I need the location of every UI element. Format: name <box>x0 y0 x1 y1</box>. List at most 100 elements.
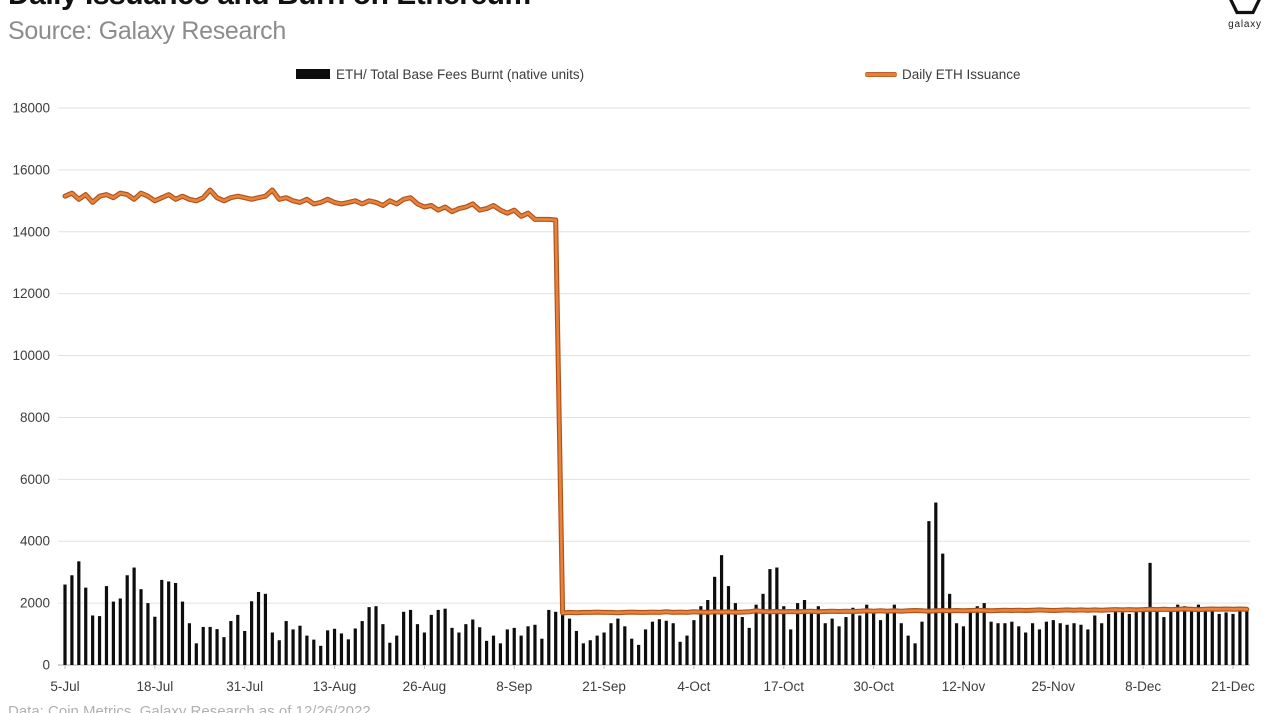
bar-burn <box>671 623 675 665</box>
bar-burn <box>1086 629 1090 665</box>
bar-burn <box>194 643 198 665</box>
legend-item-issuance: Daily ETH Issuance <box>865 66 1021 82</box>
bar-burn <box>865 604 869 665</box>
y-axis-tick-label: 6000 <box>20 472 50 487</box>
page-title: Daily Issuance and Burn on Ethereum <box>8 0 708 11</box>
bar-burn <box>346 639 350 665</box>
bar-burn <box>588 640 592 665</box>
x-axis-tick-label: 13-Aug <box>313 679 357 694</box>
bar-burn <box>892 604 896 665</box>
bar-burn <box>533 624 537 665</box>
bar-burn <box>63 584 67 665</box>
bar-burn <box>443 608 447 665</box>
bar-burn <box>360 621 364 665</box>
bar-burn <box>1024 632 1028 665</box>
bar-burn <box>1141 609 1145 665</box>
bar-burn <box>1113 610 1118 665</box>
bar-burn <box>236 614 240 665</box>
bar-burn <box>118 598 122 665</box>
bar-burn <box>1044 621 1048 665</box>
x-axis-tick-label: 25-Nov <box>1032 679 1076 694</box>
bar-burn <box>526 626 530 665</box>
bar-burn <box>554 611 558 665</box>
bar-burn <box>84 587 88 665</box>
bar-burn <box>1100 623 1104 665</box>
bar-burn <box>1162 617 1166 665</box>
bar-burn <box>222 637 226 665</box>
bar-burn <box>816 606 820 665</box>
x-axis-tick-label: 17-Oct <box>764 679 805 694</box>
bar-burn <box>1079 624 1083 665</box>
bar-burn <box>1176 604 1180 665</box>
bar-burn <box>167 581 171 665</box>
bar-burn <box>153 616 157 665</box>
page-title-text: Daily Issuance and Burn on Ethereum <box>8 0 708 10</box>
bar-burn <box>353 628 357 665</box>
bar-burn <box>989 621 993 665</box>
bar-burn <box>1217 613 1221 665</box>
bar-burn <box>422 632 426 665</box>
y-axis-tick-label: 2000 <box>20 596 50 611</box>
legend-swatch-issuance <box>865 71 897 77</box>
x-axis-tick-label: 4-Oct <box>677 679 710 694</box>
bar-burn <box>1134 610 1138 665</box>
bar-burn <box>1072 623 1076 665</box>
bar-burn <box>229 621 233 665</box>
bar-burn <box>733 603 737 665</box>
bar-burn <box>457 632 461 665</box>
y-axis-tick-label: 10000 <box>12 348 50 363</box>
y-axis-tick-label: 8000 <box>20 410 50 425</box>
bar-burn <box>1155 607 1159 665</box>
footer-caption: Data: Coin Metrics, Galaxy Research as o… <box>8 704 371 713</box>
bar-burn <box>256 591 261 665</box>
bar-burn <box>312 639 316 665</box>
bar-burn <box>547 609 551 665</box>
issuance-line-edge <box>62 187 1250 616</box>
bar-burn <box>858 615 862 665</box>
bar-burn <box>77 561 81 665</box>
bar-burn <box>408 609 413 665</box>
bar-burn <box>104 586 109 665</box>
bar-burn <box>664 620 668 665</box>
bar-burn <box>561 613 565 665</box>
bar-burn <box>1030 623 1035 665</box>
bar-burn <box>402 611 406 665</box>
bar-burn <box>305 635 309 665</box>
bar-burn <box>996 623 1000 665</box>
bar-burn <box>851 607 855 665</box>
bar-burn <box>1120 612 1125 665</box>
y-axis-tick-label: 16000 <box>12 162 50 177</box>
bar-burn <box>934 502 938 665</box>
bar-burn <box>968 609 972 665</box>
bar-burn <box>1051 620 1055 665</box>
bar-burn <box>637 644 641 665</box>
bar-burn <box>1203 609 1207 665</box>
source-label: Source: Galaxy Research <box>8 17 286 45</box>
bar-burn <box>270 632 274 665</box>
bar-burn <box>782 606 786 665</box>
bar-burn <box>830 618 834 665</box>
bar-burn <box>1189 607 1194 665</box>
x-axis-tick-label: 5-Jul <box>50 679 79 694</box>
bar-burn <box>878 620 883 665</box>
bar-burn <box>201 626 205 665</box>
x-axis-tick-label: 8-Sep <box>496 679 532 694</box>
bar-burn <box>872 610 876 665</box>
x-axis-tick-label: 12-Nov <box>942 679 986 694</box>
bar-burn <box>768 569 772 665</box>
bar-burn <box>678 641 682 665</box>
bar-burn <box>982 603 986 665</box>
bar-burn <box>250 601 254 665</box>
bar-burn <box>713 576 717 665</box>
bar-burn <box>1169 610 1173 665</box>
y-axis-tick-label: 14000 <box>12 224 50 239</box>
bar-burn <box>263 593 268 665</box>
galaxy-logo-icon <box>1229 0 1261 15</box>
bar-burn <box>809 610 814 665</box>
bar-burn <box>1148 562 1152 665</box>
bar-burn <box>913 643 917 665</box>
bar-burn <box>381 624 385 665</box>
bar-burn <box>208 626 212 665</box>
bar-burn <box>97 616 102 665</box>
bar-burn <box>1093 615 1097 665</box>
